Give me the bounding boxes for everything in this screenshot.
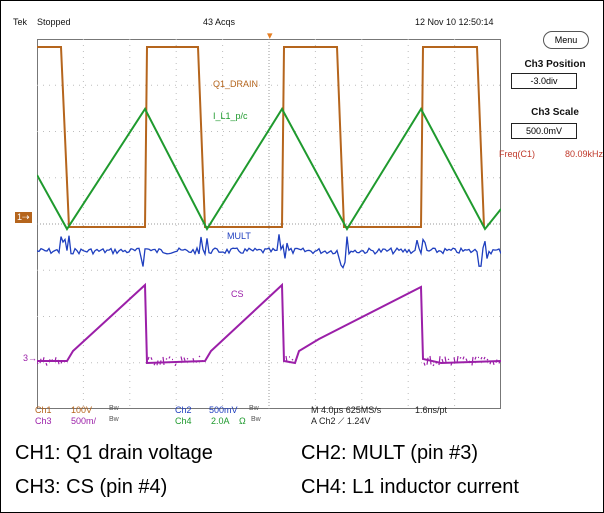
ch3-scale-title: Ch3 Scale xyxy=(531,107,579,118)
frequency-measurement-label: Freq(C1) xyxy=(499,149,536,159)
acquisition-count: 43 Acqs xyxy=(203,17,236,27)
caption-ch2: CH2: MULT (pin #3) xyxy=(301,442,479,464)
ch4-scale: 2.0A xyxy=(211,416,230,426)
ch3-name: Ch3 xyxy=(35,416,52,426)
caption-ch3: CH3: CS (pin #4) xyxy=(15,476,168,498)
ch3-position-title: Ch3 Position xyxy=(524,59,586,70)
waveform-svg xyxy=(37,39,501,409)
menu-button[interactable]: Menu xyxy=(543,31,589,49)
ch3-scale-value[interactable]: 500.0mV xyxy=(511,123,577,139)
ch3-position-value[interactable]: -3.0div xyxy=(511,73,577,89)
ch4-current-trace xyxy=(37,106,501,232)
caption-ch1: CH1: Q1 drain voltage xyxy=(15,442,213,464)
settings-readout: Ch1 100V Bw Ch2 500mV Bw Ch3 500m/ Bw Ch… xyxy=(5,405,601,429)
ch1-name: Ch1 xyxy=(35,405,52,415)
ch3-ground-marker: 3→ xyxy=(23,353,38,363)
timebase-readout: M 4.0µs 625MS/s xyxy=(311,405,382,415)
trace-label-ch1: Q1_DRAIN xyxy=(213,79,259,89)
date-time: 12 Nov 10 12:50:14 xyxy=(415,17,494,27)
ch4-coupling: Ω xyxy=(239,416,246,426)
ch4-name: Ch4 xyxy=(175,416,192,426)
caption-ch4: CH4: L1 inductor current xyxy=(301,476,519,498)
trace-label-ch4: I_L1_p/c xyxy=(213,111,248,121)
ch2-bandwidth: Bw xyxy=(249,405,259,412)
side-panel: Menu Ch3 Position -3.0div Ch3 Scale 500.… xyxy=(499,31,604,201)
ch3-scale: 500m/ xyxy=(71,416,97,426)
acquisition-state: Stopped xyxy=(37,17,71,27)
ch2-scale: 500mV xyxy=(209,405,238,415)
ch3-bandwidth: Bw xyxy=(109,416,119,423)
trigger-position-icon: ▾ xyxy=(267,30,273,42)
trigger-readout: A Ch2 ⟋ 1.24V xyxy=(311,416,371,426)
waveform-plot xyxy=(37,39,501,409)
ch2-name: Ch2 xyxy=(175,405,192,415)
scope-screen: Tek Stopped 43 Acqs 12 Nov 10 12:50:14 ▾… xyxy=(5,5,604,427)
ch4-bandwidth: Bw xyxy=(251,416,261,423)
ch2-mult-trace xyxy=(37,234,501,270)
trace-label-ch3: CS xyxy=(231,289,244,299)
ch1-drain-trace xyxy=(37,46,485,228)
frequency-measurement-value: 80.09kHz xyxy=(565,149,604,159)
ch3-cs-trace xyxy=(37,282,501,365)
ch1-bandwidth: Bw xyxy=(109,405,119,412)
ch3-cs-ripple xyxy=(37,355,501,367)
ch1-ground-marker: 1⇢ xyxy=(15,212,32,223)
status-bar: Tek Stopped 43 Acqs 12 Nov 10 12:50:14 xyxy=(5,5,601,35)
ch1-scale: 100V xyxy=(71,405,93,415)
brand-label: Tek xyxy=(13,17,28,27)
trace-label-ch2: MULT xyxy=(227,231,251,241)
record-resolution: 1.6ns/pt xyxy=(415,405,448,415)
